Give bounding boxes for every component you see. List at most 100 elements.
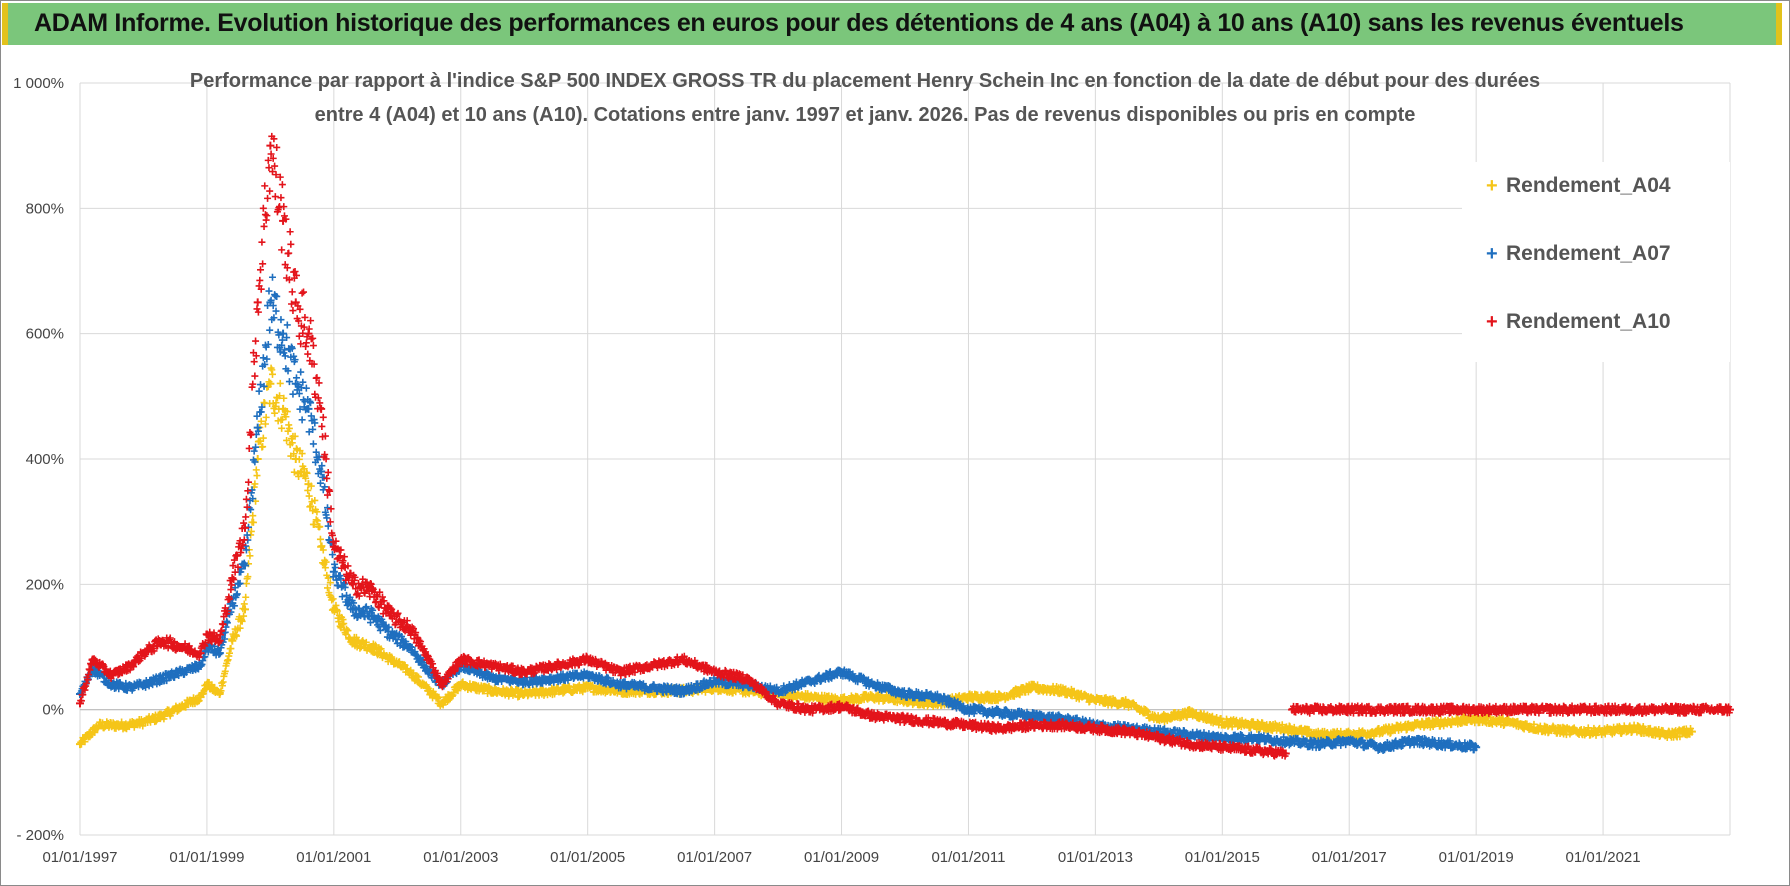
fill-point-Rendement_A07 (331, 564, 339, 572)
fill-point-Rendement_A07 (259, 354, 267, 362)
fill-point-Rendement_A04 (244, 573, 252, 581)
fill-point-Rendement_A04 (276, 392, 284, 400)
fill-point-Rendement_A04 (316, 523, 324, 531)
fill-point-Rendement_A07 (277, 316, 285, 324)
fill-point-Rendement_A04 (238, 617, 246, 625)
fill-point-Rendement_A07 (297, 368, 305, 376)
fill-point-Rendement_A04 (240, 612, 248, 620)
fill-point-Rendement_A07 (283, 321, 291, 329)
fill-point-Rendement_A04 (290, 468, 298, 476)
fill-point-Rendement_A10 (288, 288, 296, 296)
fill-point-Rendement_A10 (302, 339, 310, 347)
fill-point-Rendement_A04 (304, 486, 312, 494)
fill-point-Rendement_A04 (324, 584, 331, 592)
fill-point-Rendement_A10 (319, 413, 327, 421)
fill-point-Rendement_A04 (300, 465, 308, 473)
fill-point-Rendement_A04 (217, 687, 225, 695)
fill-point-Rendement_A04 (312, 516, 320, 524)
fill-point-Rendement_A04 (324, 574, 332, 582)
fill-point-Rendement_A07 (289, 390, 297, 398)
fill-point-Rendement_A10 (265, 164, 273, 172)
fill-point-Rendement_A10 (318, 422, 326, 430)
fill-point-Rendement_A10 (263, 212, 271, 220)
fill-point-Rendement_A04 (337, 624, 345, 632)
fill-point-Rendement_A04 (313, 508, 321, 516)
fill-point-Rendement_A10 (259, 204, 267, 212)
fill-point-Rendement_A04 (322, 558, 330, 566)
fill-point-Rendement_A10 (300, 288, 308, 296)
fill-point-Rendement_A04 (251, 480, 259, 488)
fill-point-Rendement_A04 (316, 535, 324, 543)
fill-point-Rendement_A04 (328, 596, 336, 604)
fill-point-Rendement_A10 (278, 246, 286, 254)
fill-point-Rendement_A07 (292, 374, 300, 382)
fill-point-Rendement_A04 (283, 408, 291, 416)
fill-point-Rendement_A04 (377, 645, 385, 653)
fill-point-Rendement_A04 (335, 618, 343, 626)
fill-point-Rendement_A04 (247, 527, 255, 535)
fill-point-Rendement_A10 (286, 228, 294, 236)
fill-point-Rendement_A10 (264, 194, 272, 202)
fill-point-Rendement_A10 (309, 342, 317, 350)
fill-point-Rendement_A04 (275, 405, 283, 413)
fill-point-Rendement_A07 (255, 387, 263, 395)
fill-point-Rendement_A04 (249, 512, 257, 520)
fill-point-Rendement_A10 (258, 238, 266, 246)
fill-point-Rendement_A07 (309, 440, 317, 448)
fill-point-Rendement_A04 (236, 624, 244, 632)
fill-point-Rendement_A04 (261, 420, 269, 428)
fill-point-Rendement_A04 (344, 627, 352, 635)
fill-point-Rendement_A04 (259, 434, 267, 442)
fill-point-Rendement_A10 (277, 194, 285, 202)
fill-point-Rendement_A10 (285, 249, 293, 257)
fill-point-Rendement_A04 (139, 722, 147, 730)
fill-point-Rendement_A04 (259, 443, 267, 451)
fill-point-Rendement_A07 (223, 619, 231, 627)
fill-point-Rendement_A04 (307, 482, 315, 490)
fill-point-Rendement_A04 (285, 424, 293, 432)
fill-point-Rendement_A04 (265, 378, 273, 386)
fill-point-Rendement_A10 (252, 337, 260, 345)
fill-point-Rendement_A04 (310, 521, 318, 529)
fill-point-Rendement_A07 (302, 384, 310, 392)
fill-point-Rendement_A04 (311, 496, 319, 504)
fill-point-Rendement_A04 (227, 645, 235, 653)
point-Rendement_A10-12 (253, 298, 262, 307)
fill-point-Rendement_A04 (307, 502, 315, 510)
fill-point-Rendement_A04 (271, 409, 279, 417)
fill-point-Rendement_A04 (246, 552, 254, 560)
fill-point-Rendement_A04 (302, 474, 310, 482)
fill-point-Rendement_A04 (290, 450, 298, 458)
fill-point-Rendement_A04 (305, 492, 313, 500)
fill-point-Rendement_A07 (265, 287, 273, 295)
fill-point-Rendement_A10 (291, 267, 299, 275)
series-Rendement_A07 (76, 273, 1481, 755)
fill-point-Rendement_A04 (295, 472, 303, 480)
fill-point-Rendement_A10 (324, 468, 332, 476)
fill-point-Rendement_A04 (303, 469, 311, 477)
fill-point-Rendement_A10 (242, 495, 250, 503)
fill-point-Rendement_A10 (280, 212, 288, 220)
fill-point-Rendement_A04 (257, 417, 265, 425)
fill-point-Rendement_A10 (256, 276, 264, 284)
fill-point-Rendement_A04 (239, 605, 247, 613)
fill-point-Rendement_A04 (280, 394, 288, 402)
series-Rendement_A04 (76, 364, 1696, 749)
fill-point-Rendement_A04 (81, 738, 89, 746)
fill-point-Rendement_A04 (333, 607, 341, 615)
fill-point-Rendement_A10 (242, 513, 250, 521)
fill-point-Rendement_A04 (240, 600, 248, 608)
fill-point-Rendement_A10 (289, 307, 297, 315)
fill-point-Rendement_A07 (269, 273, 276, 281)
fill-point-Rendement_A04 (249, 518, 257, 526)
fill-point-Rendement_A10 (287, 240, 295, 248)
fill-point-Rendement_A10 (278, 181, 286, 189)
fill-point-Rendement_A04 (269, 370, 276, 378)
fill-point-Rendement_A04 (329, 595, 337, 603)
fill-point-Rendement_A04 (326, 579, 334, 587)
fill-point-Rendement_A04 (276, 379, 284, 387)
fill-point-Rendement_A10 (298, 289, 306, 297)
fill-point-Rendement_A04 (253, 472, 261, 480)
